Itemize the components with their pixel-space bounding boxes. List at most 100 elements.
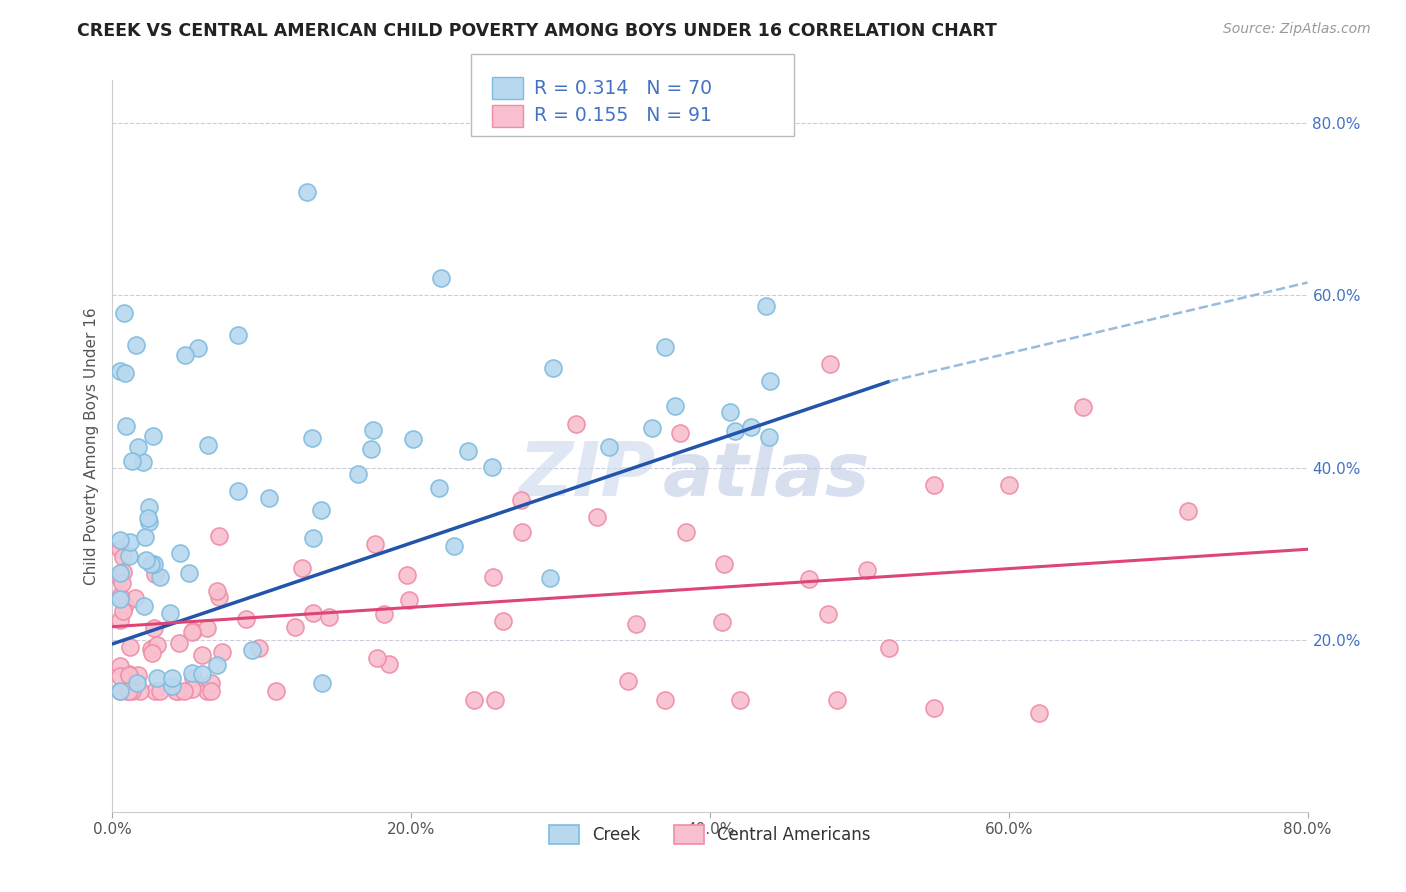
Point: [755, 299, 778, 313]
Point: [718, 405, 741, 419]
Point: [817, 607, 839, 621]
Point: [195, 621, 218, 635]
Point: [378, 657, 401, 672]
Point: [1028, 706, 1050, 720]
FancyBboxPatch shape: [471, 54, 794, 136]
Point: [1073, 401, 1095, 415]
Point: [108, 668, 131, 682]
Point: [131, 455, 153, 469]
Point: [710, 615, 733, 630]
Point: [115, 419, 138, 434]
Point: [492, 614, 515, 628]
Point: [138, 515, 160, 529]
Point: [120, 535, 142, 549]
Point: [538, 571, 561, 585]
Point: [181, 671, 204, 685]
Text: Source: ZipAtlas.com: Source: ZipAtlas.com: [1223, 22, 1371, 37]
Point: [235, 611, 257, 625]
Point: [226, 484, 249, 499]
Point: [190, 648, 212, 663]
Point: [728, 693, 751, 707]
Point: [159, 607, 181, 621]
Point: [181, 624, 204, 638]
Point: [180, 625, 202, 640]
Point: [825, 693, 848, 707]
Point: [616, 674, 638, 689]
Text: R = 0.155   N = 91: R = 0.155 N = 91: [534, 106, 713, 126]
Point: [758, 430, 780, 444]
Point: [108, 589, 131, 603]
Point: [759, 375, 782, 389]
Point: [669, 426, 692, 441]
Point: [481, 460, 503, 475]
Point: [484, 693, 506, 707]
Point: [856, 563, 879, 577]
Point: [598, 440, 620, 454]
Bar: [492, 104, 523, 127]
Point: [115, 684, 138, 698]
Point: [211, 644, 233, 658]
Point: [713, 557, 735, 571]
Point: [226, 328, 249, 343]
Point: [318, 609, 340, 624]
Point: [654, 693, 676, 707]
Point: [208, 591, 231, 605]
Point: [624, 616, 647, 631]
Point: [200, 676, 222, 690]
Point: [114, 366, 136, 380]
Point: [149, 684, 172, 698]
Point: [401, 432, 423, 446]
Text: atlas: atlas: [662, 439, 870, 512]
Point: [108, 364, 131, 378]
Point: [118, 549, 141, 563]
Point: [301, 431, 323, 445]
Point: [205, 658, 228, 673]
Point: [108, 533, 131, 547]
Point: [187, 341, 209, 355]
Point: [541, 360, 564, 375]
Point: [818, 357, 841, 371]
Point: [125, 338, 148, 352]
Point: [108, 566, 131, 581]
Point: [108, 684, 131, 698]
Point: [177, 566, 200, 581]
Point: [195, 684, 218, 698]
Point: [922, 701, 945, 715]
Point: [173, 684, 195, 698]
Point: [302, 531, 325, 545]
Point: [641, 421, 664, 435]
Point: [724, 424, 747, 438]
Point: [366, 651, 388, 665]
Point: [142, 621, 165, 635]
Point: [141, 641, 163, 656]
Point: [166, 684, 188, 698]
Point: [127, 440, 149, 454]
Point: [180, 666, 202, 681]
Point: [129, 684, 152, 698]
Point: [922, 477, 945, 491]
Point: [463, 693, 485, 707]
Point: [430, 271, 453, 285]
Point: [740, 420, 762, 434]
Point: [149, 570, 172, 584]
Point: [398, 593, 420, 607]
Point: [510, 525, 533, 540]
Point: [132, 599, 155, 614]
Point: [200, 683, 222, 698]
Point: [112, 550, 135, 565]
Point: [264, 684, 287, 698]
Point: [207, 583, 229, 598]
Point: [654, 340, 676, 354]
Point: [295, 185, 318, 199]
Point: [564, 417, 586, 432]
Point: [118, 668, 141, 682]
Point: [309, 503, 332, 517]
Point: [482, 570, 505, 584]
Point: [197, 438, 219, 452]
Point: [361, 424, 384, 438]
Y-axis label: Child Poverty Among Boys Under 16: Child Poverty Among Boys Under 16: [84, 307, 100, 585]
Point: [141, 646, 163, 660]
Point: [191, 667, 214, 681]
Point: [427, 481, 450, 495]
Point: [146, 671, 169, 685]
